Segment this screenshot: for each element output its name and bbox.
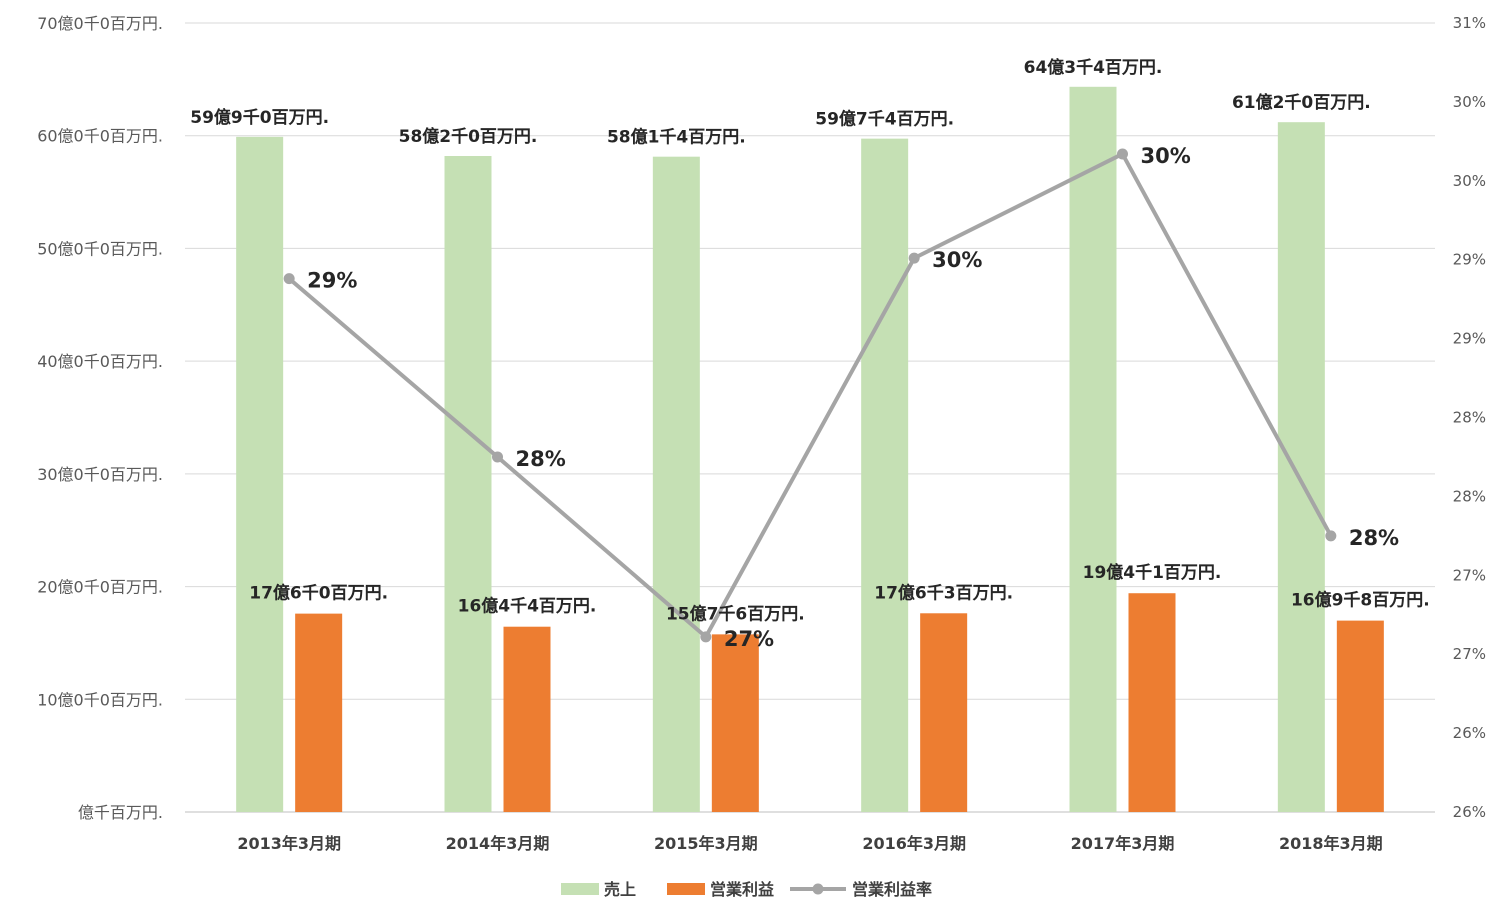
operating-profit-data-label: 15億7千6百万円. bbox=[666, 603, 805, 624]
operating-profit-bar bbox=[920, 613, 968, 812]
operating-profit-bar bbox=[1128, 593, 1176, 812]
data-labels: 59億9千0百万円. 17億6千0百万円. 58億2千0百万円. 16億4千4百万円.… bbox=[190, 57, 1429, 651]
y-right-tick-label: 30% bbox=[1453, 93, 1486, 111]
legend-label-sales: 売上 bbox=[604, 880, 636, 899]
y-right-tick-label: 29% bbox=[1453, 330, 1486, 348]
operating-profit-bar bbox=[503, 626, 551, 812]
operating-margin-point bbox=[283, 273, 295, 285]
sales-bar bbox=[1277, 122, 1325, 812]
legend-label-operating-margin: 営業利益率 bbox=[852, 880, 932, 899]
x-category-label: 2018年3月期 bbox=[1279, 834, 1383, 853]
category-axis: 2013年3月期 2014年3月期 2015年3月期 2016年3月期 2017年3月期… bbox=[237, 834, 1382, 853]
y-left-tick-label: 30億0千0百万円. bbox=[37, 465, 163, 484]
y-left-tick-label: 20億0千0百万円. bbox=[37, 578, 163, 597]
rate-line bbox=[283, 148, 1337, 643]
sales-data-label: 59億7千4百万円. bbox=[815, 109, 954, 130]
operating-profit-data-label: 17億6千3百万円. bbox=[874, 582, 1013, 603]
operating-profit-data-label: 16億9千8百万円. bbox=[1291, 590, 1430, 611]
x-category-label: 2013年3月期 bbox=[237, 834, 341, 853]
operating-margin-data-label: 30% bbox=[1141, 144, 1191, 168]
y-left-tick-label: 億千百万円. bbox=[78, 803, 163, 822]
y-right-tick-label: 27% bbox=[1453, 645, 1486, 663]
sales-data-label: 58億1千4百万円. bbox=[607, 127, 746, 148]
x-category-label: 2014年3月期 bbox=[446, 834, 550, 853]
operating-margin-point bbox=[1325, 530, 1337, 542]
y-left-tick-label: 40億0千0百万円. bbox=[37, 352, 163, 371]
legend-swatch-sales bbox=[561, 883, 599, 895]
bars bbox=[236, 86, 1384, 813]
operating-profit-data-label: 16億4千4百万円. bbox=[458, 596, 597, 617]
operating-margin-data-label: 29% bbox=[307, 269, 357, 293]
operating-margin-point bbox=[700, 631, 712, 643]
y-right-tick-label: 28% bbox=[1453, 487, 1486, 505]
operating-profit-data-label: 17億6千0百万円. bbox=[249, 583, 388, 604]
legend-label-operating-profit: 営業利益 bbox=[710, 880, 774, 899]
sales-bar bbox=[236, 136, 284, 812]
y-right-tick-label: 27% bbox=[1453, 566, 1486, 584]
sales-bar bbox=[1069, 86, 1117, 813]
operating-profit-bar bbox=[295, 613, 343, 812]
operating-profit-data-label: 19億4千1百万円. bbox=[1083, 562, 1222, 583]
y-left-tick-label: 70億0千0百万円. bbox=[37, 14, 163, 33]
operating-margin-line bbox=[287, 151, 1333, 639]
sales-data-label: 64億3千4百万円. bbox=[1024, 57, 1163, 78]
gridlines bbox=[185, 22, 1435, 813]
y-right-tick-label: 31% bbox=[1453, 14, 1486, 32]
y-right-tick-label: 26% bbox=[1453, 803, 1486, 821]
x-category-label: 2016年3月期 bbox=[862, 834, 966, 853]
operating-margin-point bbox=[492, 451, 503, 463]
operating-margin-data-label: 28% bbox=[516, 447, 566, 471]
operating-margin-data-label: 28% bbox=[1349, 526, 1399, 550]
x-category-label: 2015年3月期 bbox=[654, 834, 758, 853]
y-right-tick-label: 29% bbox=[1453, 251, 1486, 269]
operating-margin-point bbox=[1117, 148, 1128, 160]
operating-margin-data-label: 27% bbox=[724, 627, 774, 651]
y-left-tick-label: 60億0千0百万円. bbox=[37, 127, 163, 146]
operating-profit-bar bbox=[1336, 620, 1384, 812]
legend-swatch-operating-profit bbox=[667, 883, 705, 895]
operating-margin-point bbox=[908, 252, 920, 264]
sales-bar bbox=[652, 156, 700, 812]
sales-data-label: 61億2千0百万円. bbox=[1232, 92, 1371, 113]
legend: 売上 営業利益 営業利益率 bbox=[561, 880, 932, 899]
y-right-tick-label: 28% bbox=[1453, 409, 1486, 427]
y-left-tick-label: 50億0千0百万円. bbox=[37, 239, 163, 258]
x-category-label: 2017年3月期 bbox=[1071, 834, 1175, 853]
legend-marker-operating-margin bbox=[812, 883, 824, 895]
y-right-tick-label: 26% bbox=[1453, 724, 1486, 742]
sales-data-label: 58億2千0百万円. bbox=[399, 126, 538, 147]
operating-profit-bar bbox=[711, 634, 759, 812]
right-axis: 26% 26% 27% 27% 28% 28% 29% 29% 30% 30% 31% bbox=[1453, 14, 1486, 821]
sales-data-label: 59億9千0百万円. bbox=[190, 107, 329, 128]
left-axis: 億千百万円. 10億0千0百万円. 20億0千0百万円. 30億0千0百万円. 40億0… bbox=[37, 14, 163, 822]
sales-bar bbox=[444, 156, 492, 812]
sales-bar bbox=[861, 138, 909, 813]
y-left-tick-label: 10億0千0百万円. bbox=[37, 690, 163, 709]
y-right-tick-label: 30% bbox=[1453, 172, 1486, 190]
operating-margin-data-label: 30% bbox=[932, 248, 982, 272]
